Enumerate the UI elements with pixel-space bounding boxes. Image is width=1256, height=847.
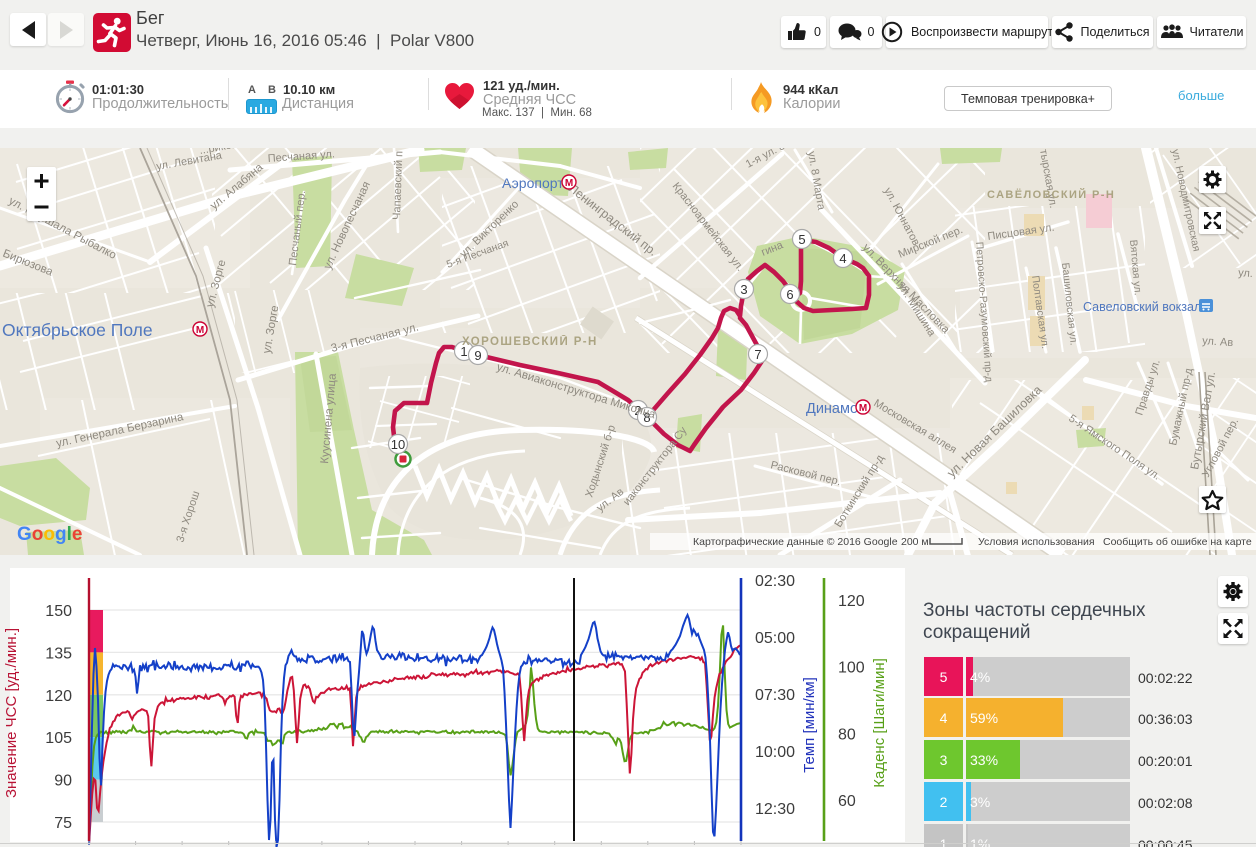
svg-text:10: 10	[391, 437, 405, 452]
svg-text:75: 75	[54, 815, 72, 832]
svg-text:Вятская ул.: Вятская ул.	[1127, 239, 1144, 296]
svg-text:120: 120	[838, 593, 865, 610]
svg-text:Сообщить об ошибке на карте: Сообщить об ошибке на карте	[1103, 536, 1252, 548]
svg-text:1: 1	[460, 344, 467, 359]
svg-text:Песчаная ул.: Песчаная ул.	[267, 148, 335, 165]
svg-text:100: 100	[838, 660, 865, 677]
svg-text:7: 7	[754, 347, 761, 362]
svg-text:200 м: 200 м	[901, 536, 929, 548]
svg-text:САВЁЛОВСКИЙ Р-Н: САВЁЛОВСКИЙ Р-Н	[987, 188, 1115, 201]
svg-text:ул. С: ул. С	[1238, 267, 1256, 281]
svg-text:02:30: 02:30	[755, 573, 795, 590]
svg-text:Картографические данные © 2016: Картографические данные © 2016 Google	[693, 536, 898, 548]
svg-text:Октябрьское Поле: Октябрьское Поле	[2, 320, 153, 340]
svg-text:60: 60	[838, 793, 856, 810]
svg-text:80: 80	[838, 726, 856, 743]
svg-text:ХОРОШЕВСКИЙ Р-Н: ХОРОШЕВСКИЙ Р-Н	[462, 335, 598, 348]
svg-text:Динамо: Динамо	[806, 401, 858, 417]
svg-text:Савеловский вокзал: Савеловский вокзал	[1083, 300, 1201, 314]
svg-text:135: 135	[45, 645, 72, 662]
svg-text:105: 105	[45, 730, 72, 747]
svg-text:90: 90	[54, 773, 72, 790]
svg-text:М: М	[565, 178, 573, 189]
svg-text:2: 2	[634, 403, 641, 418]
svg-text:6: 6	[786, 287, 793, 302]
svg-text:4: 4	[839, 251, 846, 266]
svg-text:Условия использования: Условия использования	[978, 536, 1095, 548]
svg-text:М: М	[196, 325, 204, 336]
svg-text:5: 5	[798, 232, 805, 247]
svg-text:120: 120	[45, 688, 72, 705]
svg-text:9: 9	[474, 348, 481, 363]
svg-text:Каденс [Шаги/мин]: Каденс [Шаги/мин]	[871, 658, 888, 788]
svg-text:ул. Ав: ул. Ав	[1202, 335, 1234, 349]
svg-text:10:00: 10:00	[755, 744, 795, 761]
svg-text:Чапаевский п: Чапаевский п	[391, 151, 405, 220]
svg-text:8: 8	[643, 410, 650, 425]
svg-text:3: 3	[740, 282, 747, 297]
svg-text:Темп [мин/км]: Темп [мин/км]	[801, 677, 818, 773]
svg-text:...рикова: ...рикова	[198, 148, 245, 157]
svg-text:12:30: 12:30	[755, 801, 795, 818]
svg-text:150: 150	[45, 603, 72, 620]
svg-text:Google: Google	[17, 524, 82, 545]
svg-text:Аэропорт: Аэропорт	[502, 175, 564, 191]
svg-text:Значение ЧСС [уд./мин.]: Значение ЧСС [уд./мин.]	[3, 628, 20, 798]
svg-text:М: М	[859, 403, 867, 414]
svg-text:05:00: 05:00	[755, 630, 795, 647]
svg-text:07:30: 07:30	[755, 687, 795, 704]
